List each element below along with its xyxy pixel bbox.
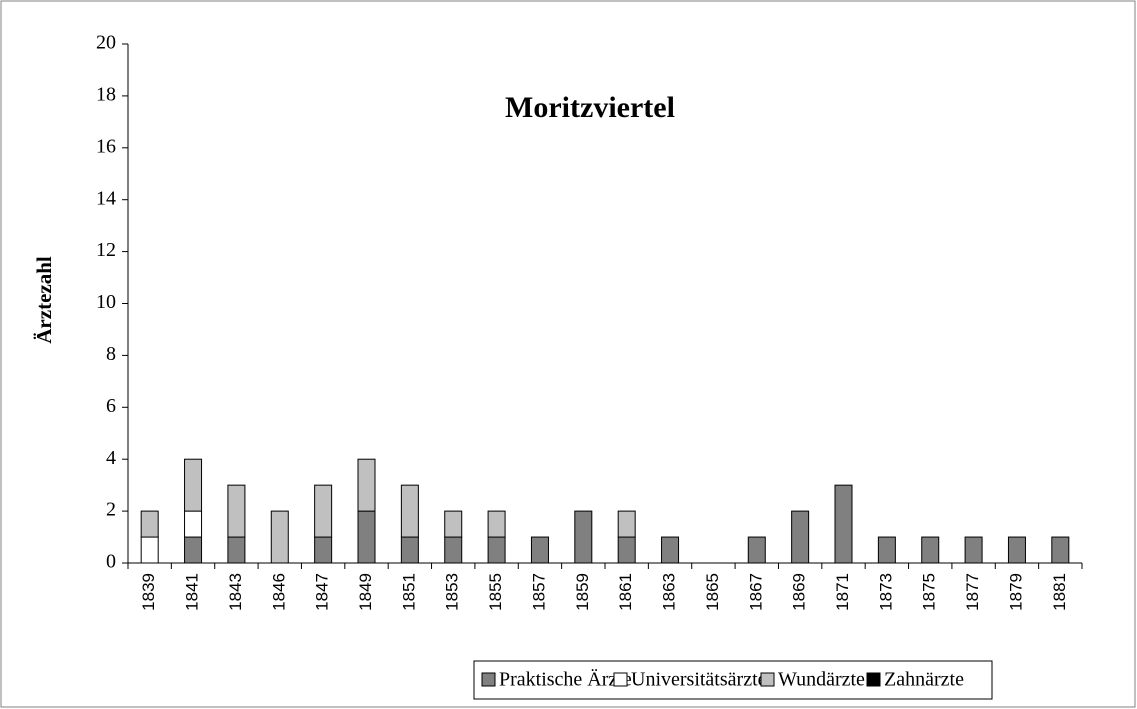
x-tick-label: 1846 xyxy=(269,573,288,611)
x-tick-label: 1849 xyxy=(356,573,375,611)
bar-segment xyxy=(444,510,463,538)
y-tick-label: 8 xyxy=(106,343,116,365)
y-tick-label: 0 xyxy=(106,551,116,573)
y-tick-label: 2 xyxy=(106,499,116,521)
bar-segment xyxy=(227,484,246,538)
bar-segment xyxy=(747,536,766,564)
bar-segment xyxy=(400,536,419,564)
x-tick-label: 1871 xyxy=(833,573,852,611)
x-tick-label: 1843 xyxy=(226,573,245,611)
y-tick-label: 12 xyxy=(96,239,116,261)
bar-segment xyxy=(140,536,159,564)
bar-segment xyxy=(617,536,636,564)
legend-swatch xyxy=(760,672,775,687)
bar-segment xyxy=(314,484,333,538)
y-tick-label: 6 xyxy=(106,395,116,417)
legend-swatch xyxy=(481,672,496,687)
legend-swatch xyxy=(866,672,881,687)
legend-label: Praktische Ärzte xyxy=(499,668,632,691)
y-axis-label: Ärztezahl xyxy=(32,256,56,344)
y-tick-label: 20 xyxy=(96,32,116,54)
x-tick-label: 1873 xyxy=(876,573,895,611)
x-tick-label: 1861 xyxy=(616,573,635,611)
bar-segment xyxy=(834,484,853,564)
x-tick-label: 1877 xyxy=(963,573,982,611)
bar-segment xyxy=(487,536,506,564)
x-tick-label: 1863 xyxy=(660,573,679,611)
y-tick-label: 4 xyxy=(106,447,116,469)
bar-segment xyxy=(184,458,203,512)
bar-segment xyxy=(357,458,376,512)
x-tick-label: 1857 xyxy=(529,573,548,611)
bar-segment xyxy=(1007,536,1026,564)
bar-segment xyxy=(184,536,203,564)
x-tick-label: 1865 xyxy=(703,573,722,611)
x-tick-label: 1847 xyxy=(313,573,332,611)
bar-segment xyxy=(921,536,940,564)
x-tick-label: 1875 xyxy=(920,573,939,611)
bar-segment xyxy=(661,536,680,564)
bar-segment xyxy=(444,536,463,564)
x-tick-label: 1855 xyxy=(486,573,505,611)
x-tick-label: 1853 xyxy=(443,573,462,611)
legend-swatch xyxy=(613,672,628,687)
bar-segment xyxy=(574,510,593,564)
chart-title: Moritzviertel xyxy=(505,91,675,124)
x-tick-label: 1867 xyxy=(746,573,765,611)
x-tick-label: 1859 xyxy=(573,573,592,611)
bar-segment xyxy=(791,510,810,564)
bar-segment xyxy=(877,536,896,564)
bar-segment xyxy=(530,536,549,564)
bar-segment xyxy=(357,510,376,564)
bar-segment xyxy=(487,510,506,538)
bar-segment xyxy=(184,510,203,538)
y-tick-label: 18 xyxy=(96,83,116,105)
legend-box xyxy=(473,660,993,700)
y-tick-label: 14 xyxy=(96,187,116,209)
y-tick-label: 16 xyxy=(96,135,116,157)
x-tick-label: 1881 xyxy=(1050,573,1069,611)
x-tick-label: 1879 xyxy=(1006,573,1025,611)
x-tick-label: 1841 xyxy=(183,573,202,611)
bar-segment xyxy=(617,510,636,538)
y-tick-label: 10 xyxy=(96,291,116,313)
x-tick-label: 1869 xyxy=(790,573,809,611)
x-tick-label: 1839 xyxy=(139,573,158,611)
legend-label: Universitätsärzte xyxy=(631,669,767,691)
bar-segment xyxy=(140,510,159,538)
bar-segment xyxy=(1051,536,1070,564)
bar-segment xyxy=(314,536,333,564)
legend-label: Zahnärzte xyxy=(884,669,964,691)
bar-segment xyxy=(270,510,289,564)
bar-segment xyxy=(964,536,983,564)
legend-label: Wundärzte xyxy=(778,669,865,691)
bar-segment xyxy=(400,484,419,538)
bar-segment xyxy=(227,536,246,564)
x-tick-label: 1851 xyxy=(399,573,418,611)
